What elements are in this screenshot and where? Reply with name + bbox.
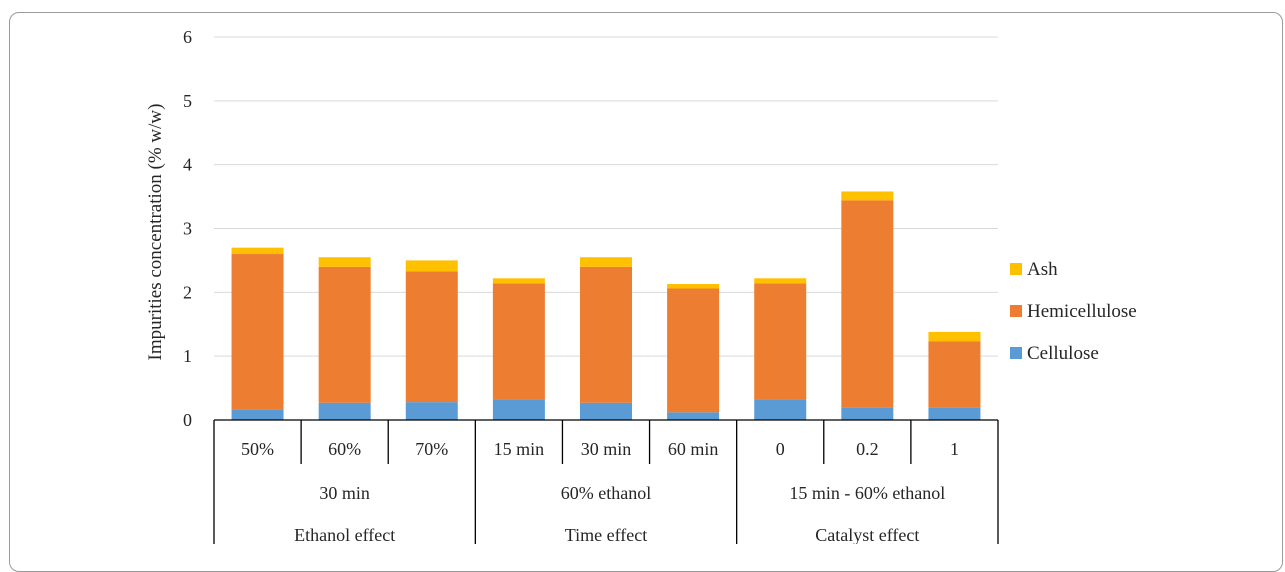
group-label-level1: 30 min bbox=[319, 483, 370, 503]
category-label: 0.2 bbox=[856, 439, 879, 459]
bar-cellulose-8 bbox=[928, 407, 981, 420]
category-label: 0 bbox=[776, 439, 785, 459]
bar-ash-1 bbox=[318, 257, 371, 267]
group-label-level1: 60% ethanol bbox=[561, 483, 651, 503]
bar-ash-4 bbox=[580, 257, 632, 267]
bar-cellulose-3 bbox=[492, 399, 545, 420]
category-label: 70% bbox=[415, 439, 448, 459]
group-label-level2: Catalyst effect bbox=[815, 525, 919, 544]
bar-hemicellulose-6 bbox=[754, 283, 807, 400]
bar-cellulose-4 bbox=[580, 402, 632, 420]
bar-hemicellulose-2 bbox=[405, 271, 458, 403]
y-tick-label: 6 bbox=[183, 27, 192, 47]
bar-hemicellulose-7 bbox=[841, 200, 894, 408]
legend: Ash Hemicellulose Cellulose bbox=[1010, 259, 1137, 364]
y-tick-label: 3 bbox=[183, 219, 192, 239]
y-tick-label: 4 bbox=[183, 155, 192, 175]
bar-cellulose-2 bbox=[405, 402, 458, 420]
bars bbox=[231, 191, 981, 420]
category-axis: 50% 60% 70% 15 min 30 min 60 min 0 0.2 1 30 min 60… bbox=[213, 419, 999, 544]
legend-label-cellulose: Cellulose bbox=[1027, 343, 1099, 364]
category-label: 1 bbox=[950, 439, 959, 459]
y-tick-label: 0 bbox=[183, 410, 192, 430]
bar-hemicellulose-8 bbox=[928, 341, 981, 408]
legend-label-hemicellulose: Hemicellulose bbox=[1027, 301, 1137, 322]
category-label: 15 min bbox=[494, 439, 545, 459]
y-tick-label: 2 bbox=[183, 282, 192, 302]
bar-ash-0 bbox=[231, 247, 284, 255]
bar-ash-6 bbox=[754, 278, 807, 284]
legend-label-ash: Ash bbox=[1027, 259, 1058, 280]
bar-ash-2 bbox=[405, 260, 458, 272]
bar-cellulose-6 bbox=[754, 399, 807, 420]
bar-ash-8 bbox=[928, 331, 981, 342]
category-label: 30 min bbox=[581, 439, 632, 459]
category-label: 50% bbox=[241, 439, 274, 459]
bar-ash-7 bbox=[841, 191, 894, 201]
stacked-bar-chart: 0 1 2 3 4 5 6 Impurities concentration (% w/w)… bbox=[145, 27, 1137, 544]
y-tick-label: 1 bbox=[183, 346, 192, 366]
y-axis-ticks: 0 1 2 3 4 5 6 bbox=[183, 27, 192, 430]
bar-hemicellulose-1 bbox=[318, 266, 371, 403]
legend-swatch-ash bbox=[1010, 263, 1022, 275]
bar-hemicellulose-5 bbox=[667, 288, 720, 413]
category-label: 60% bbox=[328, 439, 361, 459]
legend-swatch-cellulose bbox=[1010, 347, 1022, 359]
y-tick-label: 5 bbox=[183, 91, 192, 111]
category-label: 60 min bbox=[668, 439, 719, 459]
y-axis-label: Impurities concentration (% w/w) bbox=[145, 104, 166, 361]
bar-ash-5 bbox=[667, 284, 720, 289]
bar-cellulose-7 bbox=[841, 407, 894, 420]
group-label-level2: Time effect bbox=[565, 525, 648, 544]
group-label-level1: 15 min - 60% ethanol bbox=[789, 483, 945, 503]
bar-ash-3 bbox=[492, 278, 545, 284]
bar-hemicellulose-3 bbox=[492, 283, 545, 400]
bar-cellulose-0 bbox=[231, 409, 284, 420]
legend-swatch-hemicellulose bbox=[1010, 305, 1022, 317]
bar-cellulose-1 bbox=[318, 402, 371, 420]
bar-hemicellulose-4 bbox=[580, 266, 632, 403]
group-label-level2: Ethanol effect bbox=[294, 525, 395, 544]
bar-hemicellulose-0 bbox=[231, 254, 284, 410]
bar-cellulose-5 bbox=[667, 412, 720, 420]
